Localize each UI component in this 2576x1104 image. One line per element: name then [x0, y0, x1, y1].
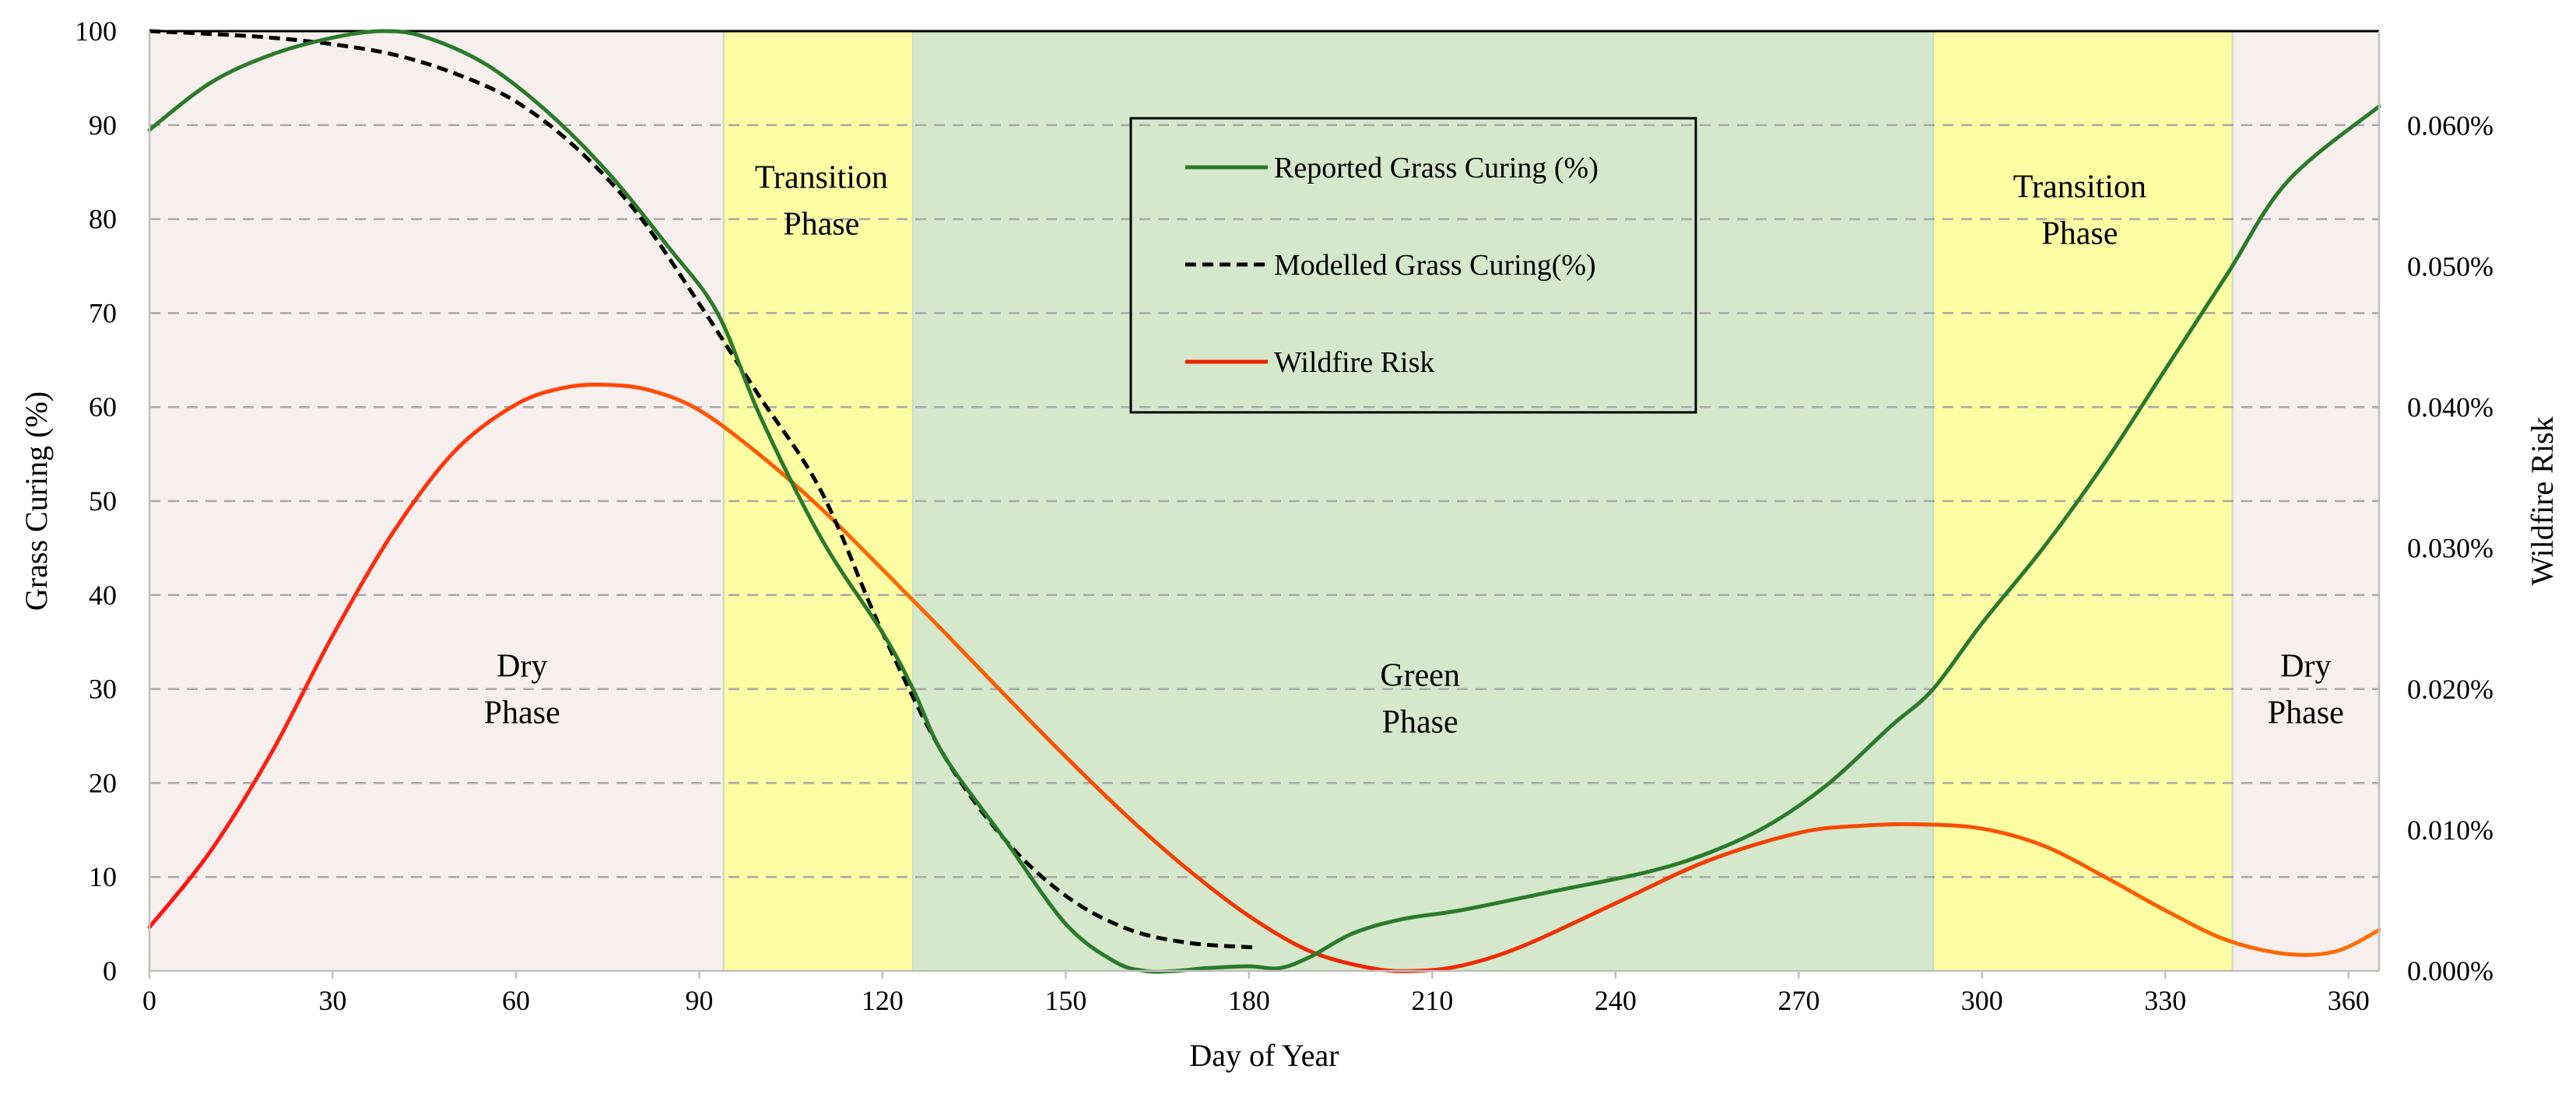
y2-axis-title: Wildfire Risk — [2525, 416, 2560, 585]
series-line-0 — [147, 29, 2381, 974]
phase-label: Phase — [484, 696, 560, 731]
phase-label: Dry — [497, 649, 547, 685]
phase-label: Phase — [783, 206, 859, 242]
x-tick-label: 210 — [1411, 985, 1453, 1016]
phase-label: Transition — [2013, 170, 2146, 205]
y2-tick-label: 0.020% — [2407, 674, 2494, 705]
phase-label: Transition — [755, 159, 888, 195]
legend-box — [1129, 117, 1697, 414]
y2-tick-label: 0.050% — [2407, 251, 2494, 282]
y-tick-label: 30 — [89, 674, 117, 705]
phase-label: Dry — [2280, 649, 2331, 685]
phase-label: Green — [1380, 658, 1460, 694]
y-tick-label: 90 — [89, 110, 117, 141]
y2-tick-label: 0.030% — [2407, 533, 2494, 564]
y-tick-label: 60 — [89, 391, 117, 422]
y2-tick-label: 0.040% — [2407, 392, 2494, 423]
y-axis-title: Grass Curing (%) — [19, 391, 54, 611]
y-tick-label: 10 — [89, 861, 117, 892]
x-tick-labels: 0 30 60 90 120 150 180 210 240 270 300 330 360 — [142, 985, 2370, 1016]
y2-tick-label: 0.060% — [2407, 110, 2494, 141]
y-tick-label: 80 — [89, 204, 117, 235]
y-tick-label: 20 — [89, 767, 117, 798]
x-tick-label: 330 — [2144, 985, 2186, 1016]
x-axis-title: Day of Year — [1189, 1038, 1339, 1073]
y-tick-label: 100 — [75, 16, 117, 47]
phase-label: Phase — [2041, 216, 2118, 252]
x-tick-label: 30 — [318, 985, 346, 1016]
legend-label: Modelled Grass Curing(%) — [1274, 249, 1596, 282]
x-tick-label: 150 — [1044, 985, 1086, 1016]
y-tick-label: 40 — [89, 580, 117, 611]
phase-labels: Dry Phase Transition Phase Green Phase Transit… — [484, 159, 2344, 740]
x-tick-label: 60 — [502, 985, 530, 1016]
series-line-2 — [147, 382, 2381, 973]
x-tick-label: 270 — [1778, 985, 1820, 1016]
y-tick-label: 0 — [103, 955, 117, 987]
phase-label: Phase — [2268, 696, 2344, 731]
x-tick-label: 180 — [1228, 985, 1270, 1016]
legend-label: Wildfire Risk — [1274, 346, 1434, 379]
y2-tick-label: 0.010% — [2407, 815, 2494, 846]
x-tick-label: 360 — [2328, 985, 2370, 1016]
series-line-1 — [149, 29, 1255, 950]
y2-tick-label: 0.000% — [2407, 955, 2494, 987]
x-tick-label: 0 — [142, 985, 156, 1016]
x-tick-label: 240 — [1595, 985, 1637, 1016]
y-tick-label: 50 — [89, 485, 117, 517]
series-lines — [147, 29, 2381, 974]
y-tick-label: 70 — [89, 297, 117, 328]
axes — [148, 31, 2381, 979]
phase-label: Phase — [1382, 705, 1458, 741]
y-tick-labels: 0 10 20 30 40 50 60 70 80 90 100 — [75, 16, 117, 987]
x-tick-label: 90 — [685, 985, 713, 1016]
x-tick-label: 300 — [1961, 985, 2003, 1016]
y2-tick-labels: 0.000% 0.010% 0.020% 0.030% 0.040% 0.050% 0.06… — [2407, 110, 2494, 987]
legend-label: Reported Grass Curing (%) — [1274, 152, 1599, 184]
legend: Reported Grass Curing (%) Modelled Grass … — [1129, 117, 1697, 414]
x-tick-label: 120 — [862, 985, 904, 1016]
